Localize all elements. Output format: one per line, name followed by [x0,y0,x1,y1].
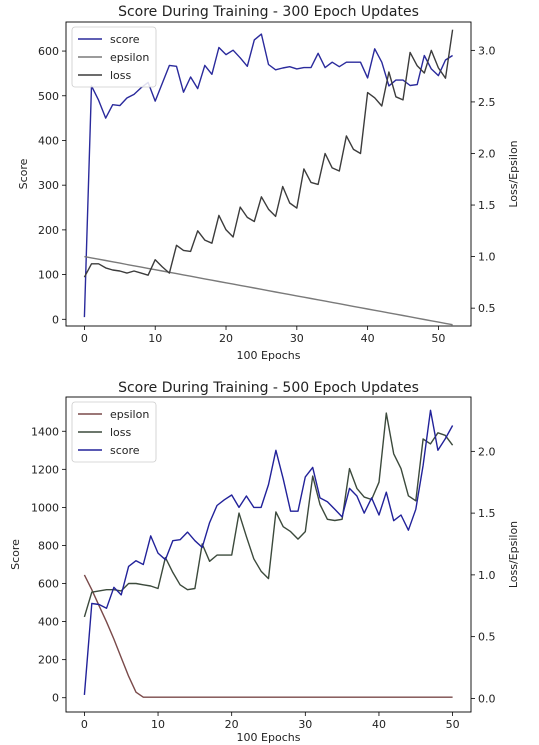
legend-label-loss: loss [110,426,132,439]
y-tick-label: 200 [38,654,59,667]
chart-title: Score During Training - 500 Epoch Update… [118,380,419,396]
y2-tick-label: 0.0 [478,692,496,705]
series-line-epsilon [84,255,453,326]
legend-box [71,401,157,463]
y-tick-label: 1200 [31,463,59,476]
legend-label-loss: loss [110,69,132,82]
y-tick-label: 0 [52,692,59,705]
plot-frame [65,21,472,327]
chart-2: Score During Training - 500 Epoch Update… [9,380,520,744]
x-tick-label: 30 [298,718,312,731]
plot-frame [65,396,472,713]
x-tick-label: 20 [219,332,233,345]
x-tick-label: 50 [431,332,445,345]
series-line-epsilon [83,574,453,698]
y2-tick-label: 1.0 [478,251,496,264]
legend-label-score: score [110,444,140,457]
legend-label-score: score [110,33,140,46]
y-axis-label: Score [9,539,22,570]
y-tick-label: 400 [38,134,59,147]
y-tick-label: 800 [38,539,59,552]
y2-tick-label: 0.5 [478,302,496,315]
x-tick-label: 30 [290,332,304,345]
x-axis-label: 100 Epochs [237,349,301,362]
chart-title: Score During Training - 300 Epoch Update… [118,4,419,20]
x-tick-label: 40 [372,718,386,731]
series-line-loss [83,29,454,278]
x-axis-label: 100 Epochs [237,731,301,744]
x-tick-label: 0 [81,718,88,731]
y2-tick-label: 3.0 [478,44,496,57]
x-tick-label: 40 [361,332,375,345]
y-tick-label: 600 [38,578,59,591]
y-tick-label: 1000 [31,501,59,514]
y2-tick-label: 2.0 [478,445,496,458]
y-tick-label: 1400 [31,425,59,438]
series-line-loss [83,412,454,618]
y-tick-label: 200 [38,224,59,237]
y2-tick-label: 2.0 [478,147,496,160]
y-tick-label: 100 [38,269,59,282]
y-tick-label: 400 [38,616,59,629]
x-tick-label: 20 [225,718,239,731]
series-line-score [83,409,454,695]
y-tick-label: 0 [52,313,59,326]
y2-tick-label: 1.0 [478,569,496,582]
legend: score epsilon loss [71,26,157,88]
y2-tick-label: 1.5 [478,507,496,520]
x-tick-label: 0 [81,332,88,345]
y2-axis-label: Loss/Epsilon [507,140,520,207]
y-tick-label: 600 [38,45,59,58]
legend-label-epsilon: epsilon [110,51,149,64]
y2-axis-label: Loss/Epsilon [507,521,520,588]
y2-tick-label: 2.5 [478,96,496,109]
x-tick-label: 50 [446,718,460,731]
chart-1: Score During Training - 300 Epoch Update… [17,4,520,362]
y2-tick-label: 1.5 [478,199,496,212]
x-tick-label: 10 [151,718,165,731]
y-axis-label: Score [17,158,30,189]
x-tick-label: 10 [148,332,162,345]
y-tick-label: 500 [38,90,59,103]
legend-box [71,26,157,88]
y2-tick-label: 0.5 [478,631,496,644]
y-tick-label: 300 [38,179,59,192]
legend: epsilon loss score [71,401,157,463]
legend-label-epsilon: epsilon [110,408,149,421]
